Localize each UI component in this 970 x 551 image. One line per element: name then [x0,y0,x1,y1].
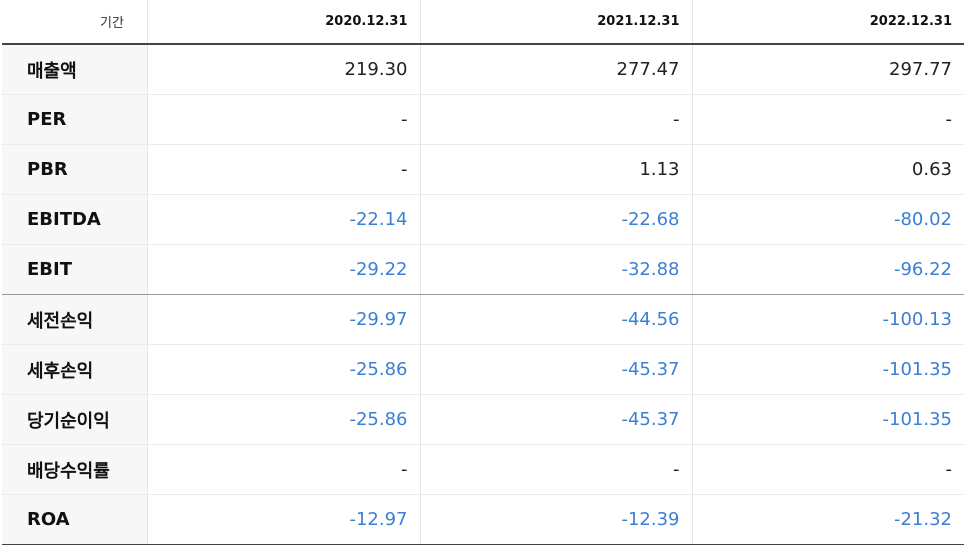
row-label: 세전손익 [2,294,147,345]
cell-value: -22.68 [419,194,692,245]
cell-value: - [691,444,964,495]
table-row: 당기순이익 -25.86 -45.37 -101.35 [2,394,964,445]
cell-value: -101.35 [691,344,964,395]
cell-value: -96.22 [691,244,964,295]
table-body: 매출액 219.30 277.47 297.77 PER - - - PBR -… [2,44,964,545]
cell-value: 219.30 [146,44,420,95]
cell-value: -44.56 [419,294,692,345]
cell-value: - [691,94,964,145]
table-row: PER - - - [2,94,964,145]
table-row: ROA -12.97 -12.39 -21.32 [2,494,964,545]
header-row: 기간 2020.12.31 2021.12.31 2022.12.31 [2,0,964,45]
row-label: EBIT [2,244,147,295]
table-row: EBITDA -22.14 -22.68 -80.02 [2,194,964,245]
table-row: 매출액 219.30 277.47 297.77 [2,44,964,95]
row-label: EBITDA [2,194,147,245]
table-row: PBR - 1.13 0.63 [2,144,964,195]
cell-value: -32.88 [419,244,692,295]
cell-value: 297.77 [691,44,964,95]
row-label: 당기순이익 [2,394,147,445]
period-header-2022: 2022.12.31 [691,0,964,45]
row-label: 배당수익률 [2,444,147,495]
cell-value: - [419,444,692,495]
period-header-2020: 2020.12.31 [146,0,420,45]
cell-value: 0.63 [691,144,964,195]
cell-value: -80.02 [691,194,964,245]
cell-value: -101.35 [691,394,964,445]
table-row: EBIT -29.22 -32.88 -96.22 [2,244,964,295]
row-label: PBR [2,144,147,195]
cell-value: - [146,444,420,495]
period-header-2021: 2021.12.31 [419,0,692,45]
cell-value: 1.13 [419,144,692,195]
cell-value: -29.97 [146,294,420,345]
table-row: 세후손익 -25.86 -45.37 -101.35 [2,344,964,395]
cell-value: -12.39 [419,494,692,545]
cell-value: 277.47 [419,44,692,95]
row-label: ROA [2,494,147,545]
cell-value: -45.37 [419,344,692,395]
cell-value: -45.37 [419,394,692,445]
cell-value: -21.32 [691,494,964,545]
cell-value: -22.14 [146,194,420,245]
cell-value: -29.22 [146,244,420,295]
cell-value: - [146,94,420,145]
period-header-label: 기간 [2,0,147,45]
cell-value: -12.97 [146,494,420,545]
cell-value: - [146,144,420,195]
cell-value: - [419,94,692,145]
table-row: 배당수익률 - - - [2,444,964,495]
cell-value: -25.86 [146,394,420,445]
table-header: 기간 2020.12.31 2021.12.31 2022.12.31 [2,0,964,45]
cell-value: -25.86 [146,344,420,395]
row-label: 세후손익 [2,344,147,395]
cell-value: -100.13 [691,294,964,345]
table-row: 세전손익 -29.97 -44.56 -100.13 [2,294,964,345]
row-label: PER [2,94,147,145]
row-label: 매출액 [2,44,147,95]
